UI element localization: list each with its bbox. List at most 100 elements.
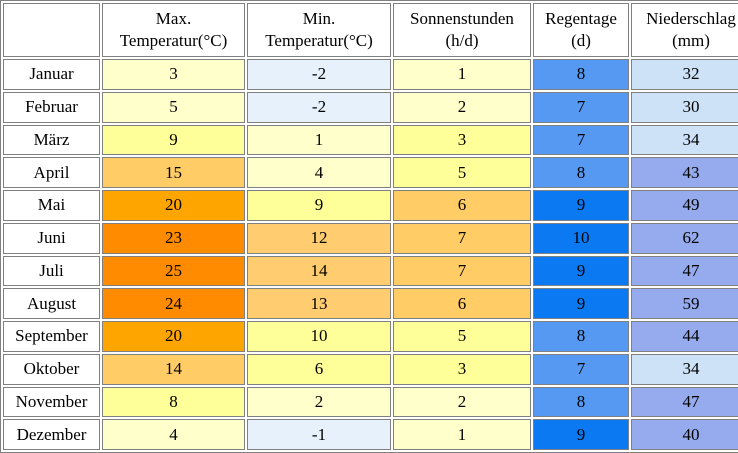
- month-cell: Februar: [3, 91, 100, 123]
- table-row: August 24 13 6 9 59: [3, 288, 738, 319]
- value-cell: 6: [247, 353, 391, 385]
- month-cell: Mai: [3, 190, 100, 221]
- value-cell: 1: [393, 419, 531, 450]
- table-body: Januar 3 -2 1 8 32 Februar 5 -2 2 7 30 März 9 1 3 7 34 Apr…: [3, 59, 738, 450]
- value-cell: 34: [631, 353, 738, 385]
- month-cell: Januar: [3, 59, 100, 90]
- value-cell: -1: [247, 419, 391, 450]
- month-cell: November: [3, 386, 100, 418]
- value-cell: 47: [631, 386, 738, 418]
- month-cell: Oktober: [3, 353, 100, 385]
- header-line: Max.: [155, 8, 192, 28]
- header-line: (h/d): [445, 31, 479, 50]
- value-cell: 25: [102, 255, 245, 287]
- header-line: Temperatur(°C): [119, 31, 228, 50]
- table-row: Dezember 4 -1 1 9 40: [3, 419, 738, 450]
- value-cell: 49: [631, 190, 738, 221]
- month-cell: Dezember: [3, 419, 100, 450]
- column-header-max-temperature: Max. Temperatur(°C): [102, 3, 245, 57]
- value-cell: 7: [533, 91, 629, 123]
- header-line: (d): [571, 31, 591, 50]
- table-row: November 8 2 2 8 47: [3, 386, 738, 418]
- value-cell: 62: [631, 222, 738, 254]
- value-cell: 7: [533, 124, 629, 156]
- value-cell: 9: [247, 190, 391, 221]
- value-cell: 34: [631, 124, 738, 156]
- value-cell: 14: [102, 353, 245, 385]
- table-row: März 9 1 3 7 34: [3, 124, 738, 156]
- table-row: Juni 23 12 7 10 62: [3, 222, 738, 254]
- value-cell: 43: [631, 157, 738, 188]
- value-cell: 2: [393, 91, 531, 123]
- value-cell: 8: [533, 386, 629, 418]
- header-row: Max. Temperatur(°C) Min. Temperatur(°C) …: [3, 3, 738, 57]
- table-row: Februar 5 -2 2 7 30: [3, 91, 738, 123]
- column-header-min-temperature: Min. Temperatur(°C): [247, 3, 391, 57]
- value-cell: 8: [102, 386, 245, 418]
- value-cell: 7: [393, 255, 531, 287]
- value-cell: 12: [247, 222, 391, 254]
- value-cell: 3: [393, 124, 531, 156]
- value-cell: 3: [393, 353, 531, 385]
- value-cell: -2: [247, 59, 391, 90]
- header-line: Niederschlag: [646, 8, 736, 28]
- column-header-precipitation: Niederschlag (mm): [631, 3, 738, 57]
- value-cell: 7: [393, 222, 531, 254]
- value-cell: 10: [533, 222, 629, 254]
- value-cell: -2: [247, 91, 391, 123]
- column-header-month: [3, 3, 100, 57]
- value-cell: 5: [393, 157, 531, 188]
- value-cell: 6: [393, 190, 531, 221]
- month-cell: März: [3, 124, 100, 156]
- value-cell: 5: [102, 91, 245, 123]
- value-cell: 20: [102, 190, 245, 221]
- header-line: Min.: [302, 8, 336, 28]
- table-row: Mai 20 9 6 9 49: [3, 190, 738, 221]
- value-cell: 9: [102, 124, 245, 156]
- value-cell: 14: [247, 255, 391, 287]
- month-cell: Juni: [3, 222, 100, 254]
- value-cell: 2: [393, 386, 531, 418]
- value-cell: 6: [393, 288, 531, 319]
- value-cell: 8: [533, 321, 629, 352]
- header-line: (mm): [672, 31, 710, 50]
- table-row: April 15 4 5 8 43: [3, 157, 738, 188]
- header-line: Regentage: [545, 8, 617, 28]
- value-cell: 47: [631, 255, 738, 287]
- value-cell: 44: [631, 321, 738, 352]
- value-cell: 13: [247, 288, 391, 319]
- value-cell: 32: [631, 59, 738, 90]
- value-cell: 30: [631, 91, 738, 123]
- value-cell: 59: [631, 288, 738, 319]
- table-row: Juli 25 14 7 9 47: [3, 255, 738, 287]
- month-cell: April: [3, 157, 100, 188]
- value-cell: 1: [247, 124, 391, 156]
- table-row: Januar 3 -2 1 8 32: [3, 59, 738, 90]
- month-cell: Juli: [3, 255, 100, 287]
- value-cell: 9: [533, 419, 629, 450]
- value-cell: 8: [533, 157, 629, 188]
- column-header-sun-hours: Sonnenstunden (h/d): [393, 3, 531, 57]
- value-cell: 7: [533, 353, 629, 385]
- value-cell: 8: [533, 59, 629, 90]
- value-cell: 9: [533, 255, 629, 287]
- table-row: Oktober 14 6 3 7 34: [3, 353, 738, 385]
- column-header-rain-days: Regentage (d): [533, 3, 629, 57]
- value-cell: 3: [102, 59, 245, 90]
- value-cell: 4: [247, 157, 391, 188]
- value-cell: 4: [102, 419, 245, 450]
- value-cell: 15: [102, 157, 245, 188]
- value-cell: 9: [533, 190, 629, 221]
- month-cell: August: [3, 288, 100, 319]
- value-cell: 9: [533, 288, 629, 319]
- value-cell: 24: [102, 288, 245, 319]
- value-cell: 1: [393, 59, 531, 90]
- value-cell: 40: [631, 419, 738, 450]
- table-row: September 20 10 5 8 44: [3, 321, 738, 352]
- value-cell: 20: [102, 321, 245, 352]
- value-cell: 5: [393, 321, 531, 352]
- month-cell: September: [3, 321, 100, 352]
- value-cell: 23: [102, 222, 245, 254]
- value-cell: 2: [247, 386, 391, 418]
